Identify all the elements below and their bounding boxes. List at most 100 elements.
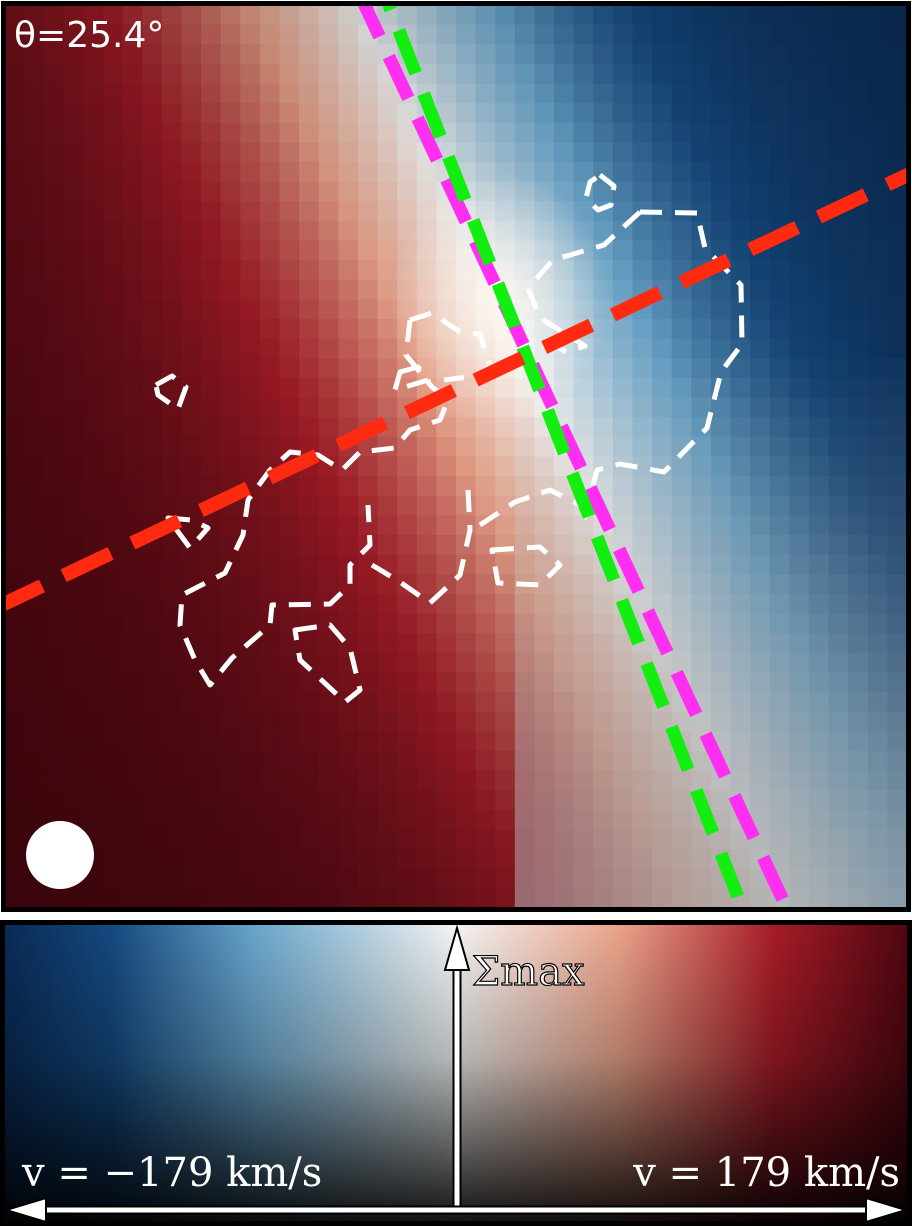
velocity-pixel bbox=[672, 633, 692, 653]
velocity-pixel bbox=[299, 672, 319, 692]
velocity-pixel bbox=[809, 614, 829, 634]
velocity-pixel bbox=[260, 64, 280, 84]
velocity-pixel bbox=[142, 849, 162, 869]
velocity-pixel bbox=[789, 339, 809, 359]
velocity-pixel bbox=[809, 64, 829, 84]
velocity-pixel bbox=[554, 829, 574, 849]
velocity-pixel bbox=[750, 201, 770, 221]
velocity-pixel bbox=[613, 672, 633, 692]
velocity-pixel bbox=[868, 515, 888, 535]
velocity-pixel bbox=[711, 535, 731, 555]
velocity-pixel bbox=[103, 633, 123, 653]
velocity-pixel bbox=[123, 457, 143, 477]
velocity-pixel bbox=[260, 378, 280, 398]
velocity-pixel bbox=[123, 260, 143, 280]
velocity-pixel bbox=[397, 476, 417, 496]
velocity-pixel bbox=[476, 633, 496, 653]
velocity-pixel bbox=[789, 201, 809, 221]
velocity-pixel bbox=[436, 64, 456, 84]
velocity-pixel bbox=[868, 64, 888, 84]
velocity-pixel bbox=[358, 260, 378, 280]
velocity-pixel bbox=[123, 790, 143, 810]
velocity-pixel bbox=[417, 790, 437, 810]
velocity-pixel bbox=[378, 84, 398, 104]
velocity-pixel bbox=[319, 810, 339, 830]
velocity-pixel bbox=[515, 84, 535, 104]
velocity-pixel bbox=[103, 712, 123, 732]
velocity-pixel bbox=[201, 692, 221, 712]
velocity-pixel bbox=[5, 417, 25, 437]
velocity-pixel bbox=[44, 731, 64, 751]
velocity-pixel bbox=[417, 712, 437, 732]
velocity-pixel bbox=[672, 103, 692, 123]
velocity-pixel bbox=[181, 319, 201, 339]
velocity-pixel bbox=[221, 378, 241, 398]
velocity-pixel bbox=[5, 692, 25, 712]
velocity-pixel bbox=[868, 496, 888, 516]
velocity-pixel bbox=[554, 849, 574, 869]
velocity-pixel bbox=[44, 574, 64, 594]
velocity-pixel bbox=[417, 555, 437, 575]
velocity-pixel bbox=[770, 790, 790, 810]
velocity-pixel bbox=[887, 319, 907, 339]
velocity-pixel bbox=[5, 810, 25, 830]
velocity-pixel bbox=[868, 378, 888, 398]
velocity-pixel bbox=[515, 614, 535, 634]
velocity-pixel bbox=[25, 496, 45, 516]
velocity-pixel bbox=[25, 339, 45, 359]
velocity-pixel bbox=[280, 25, 300, 45]
velocity-pixel bbox=[770, 417, 790, 437]
velocity-pixel bbox=[123, 142, 143, 162]
velocity-pixel bbox=[632, 771, 652, 791]
velocity-pixel bbox=[5, 771, 25, 791]
velocity-pixel bbox=[456, 653, 476, 673]
velocity-pixel bbox=[691, 457, 711, 477]
velocity-pixel bbox=[338, 849, 358, 869]
velocity-pixel bbox=[456, 829, 476, 849]
velocity-pixel bbox=[162, 201, 182, 221]
velocity-pixel bbox=[534, 633, 554, 653]
velocity-pixel bbox=[319, 280, 339, 300]
velocity-pixel bbox=[358, 182, 378, 202]
velocity-pixel bbox=[162, 535, 182, 555]
velocity-pixel bbox=[711, 319, 731, 339]
velocity-pixel bbox=[672, 123, 692, 143]
velocity-pixel bbox=[829, 417, 849, 437]
velocity-pixel bbox=[868, 398, 888, 418]
velocity-pixel bbox=[162, 731, 182, 751]
velocity-pixel bbox=[397, 182, 417, 202]
velocity-pixel bbox=[848, 672, 868, 692]
velocity-pixel bbox=[632, 751, 652, 771]
velocity-pixel bbox=[201, 142, 221, 162]
velocity-pixel bbox=[25, 417, 45, 437]
velocity-pixel bbox=[5, 103, 25, 123]
velocity-pixel bbox=[691, 653, 711, 673]
velocity-pixel bbox=[378, 771, 398, 791]
velocity-pixel bbox=[887, 44, 907, 64]
velocity-pixel bbox=[417, 574, 437, 594]
velocity-pixel bbox=[280, 398, 300, 418]
velocity-pixel bbox=[260, 888, 280, 908]
velocity-pixel bbox=[691, 535, 711, 555]
velocity-pixel bbox=[181, 731, 201, 751]
velocity-pixel bbox=[142, 829, 162, 849]
velocity-pixel bbox=[358, 339, 378, 359]
velocity-pixel bbox=[731, 457, 751, 477]
velocity-pixel bbox=[103, 378, 123, 398]
velocity-pixel bbox=[25, 123, 45, 143]
velocity-pixel bbox=[83, 260, 103, 280]
velocity-pixel bbox=[299, 712, 319, 732]
velocity-pixel bbox=[103, 299, 123, 319]
velocity-pixel bbox=[829, 496, 849, 516]
velocity-pixel bbox=[5, 123, 25, 143]
velocity-pixel bbox=[5, 142, 25, 162]
velocity-pixel bbox=[103, 358, 123, 378]
velocity-pixel bbox=[632, 810, 652, 830]
velocity-pixel bbox=[731, 555, 751, 575]
velocity-pixel bbox=[338, 810, 358, 830]
velocity-pixel bbox=[240, 457, 260, 477]
velocity-pixel bbox=[574, 555, 594, 575]
velocity-pixel bbox=[711, 515, 731, 535]
velocity-pixel bbox=[240, 123, 260, 143]
velocity-pixel bbox=[103, 771, 123, 791]
